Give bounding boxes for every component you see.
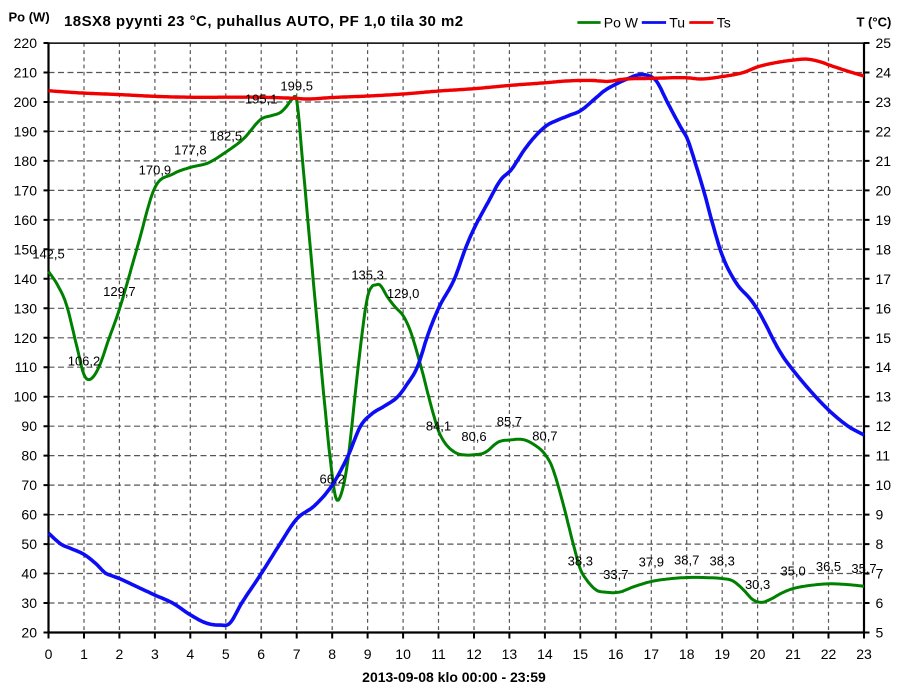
svg-text:38,3: 38,3 xyxy=(568,554,593,569)
svg-text:19: 19 xyxy=(714,646,730,662)
svg-text:135,3: 135,3 xyxy=(351,268,384,283)
svg-text:6: 6 xyxy=(876,595,884,611)
svg-text:100: 100 xyxy=(14,389,38,405)
svg-text:40: 40 xyxy=(21,566,37,582)
svg-text:60: 60 xyxy=(21,507,37,523)
svg-text:17: 17 xyxy=(876,271,892,287)
svg-text:170: 170 xyxy=(14,182,38,198)
svg-text:10: 10 xyxy=(876,477,892,493)
svg-text:30: 30 xyxy=(21,595,37,611)
svg-text:180: 180 xyxy=(14,153,38,169)
svg-text:129,0: 129,0 xyxy=(387,286,420,301)
svg-text:8: 8 xyxy=(876,536,884,552)
svg-text:13: 13 xyxy=(502,646,518,662)
svg-text:12: 12 xyxy=(466,646,482,662)
svg-text:7: 7 xyxy=(293,646,301,662)
svg-text:182,5: 182,5 xyxy=(210,129,243,144)
svg-text:10: 10 xyxy=(395,646,411,662)
svg-text:200: 200 xyxy=(14,94,38,110)
svg-text:Ts: Ts xyxy=(717,15,731,31)
svg-text:33,7: 33,7 xyxy=(603,567,628,582)
svg-text:220: 220 xyxy=(14,35,38,51)
svg-text:11: 11 xyxy=(876,448,891,464)
svg-text:120: 120 xyxy=(14,330,38,346)
svg-text:5: 5 xyxy=(876,625,884,641)
svg-text:50: 50 xyxy=(21,536,37,552)
svg-text:199,5: 199,5 xyxy=(280,78,313,93)
svg-text:11: 11 xyxy=(431,646,446,662)
svg-text:Po W: Po W xyxy=(604,15,639,31)
svg-text:38,3: 38,3 xyxy=(710,554,735,569)
svg-text:8: 8 xyxy=(328,646,336,662)
svg-text:18SX8 pyynti 23 °C, puhallus A: 18SX8 pyynti 23 °C, puhallus AUTO, PF 1,… xyxy=(64,13,464,30)
svg-text:15: 15 xyxy=(876,330,892,346)
svg-text:24: 24 xyxy=(876,65,892,81)
svg-text:21: 21 xyxy=(876,153,892,169)
svg-text:Po (W): Po (W) xyxy=(9,10,50,25)
svg-text:80,6: 80,6 xyxy=(461,429,486,444)
svg-text:4: 4 xyxy=(186,646,194,662)
svg-text:6: 6 xyxy=(257,646,265,662)
svg-text:110: 110 xyxy=(15,359,38,375)
svg-text:25: 25 xyxy=(876,35,892,51)
svg-text:5: 5 xyxy=(222,646,230,662)
svg-text:30,3: 30,3 xyxy=(745,577,770,592)
svg-text:T (°C): T (°C) xyxy=(857,15,892,30)
svg-text:16: 16 xyxy=(608,646,624,662)
svg-text:85,7: 85,7 xyxy=(497,414,522,429)
svg-text:142,5: 142,5 xyxy=(32,246,65,261)
svg-text:130: 130 xyxy=(14,300,38,316)
svg-text:13: 13 xyxy=(876,389,892,405)
svg-text:36,5: 36,5 xyxy=(816,559,841,574)
svg-text:14: 14 xyxy=(876,359,892,375)
svg-text:210: 210 xyxy=(14,65,38,81)
svg-text:20: 20 xyxy=(750,646,766,662)
svg-text:35,0: 35,0 xyxy=(780,563,805,578)
svg-text:12: 12 xyxy=(876,418,892,434)
svg-text:14: 14 xyxy=(537,646,553,662)
svg-text:0: 0 xyxy=(45,646,53,662)
svg-text:35,7: 35,7 xyxy=(851,561,876,576)
svg-text:3: 3 xyxy=(151,646,159,662)
svg-text:70: 70 xyxy=(21,477,37,493)
svg-text:80: 80 xyxy=(21,448,37,464)
svg-text:23: 23 xyxy=(856,646,872,662)
svg-text:170,9: 170,9 xyxy=(139,163,172,178)
svg-text:19: 19 xyxy=(876,212,892,228)
svg-text:9: 9 xyxy=(364,646,372,662)
svg-text:106,2: 106,2 xyxy=(68,353,101,368)
svg-text:18: 18 xyxy=(876,241,892,257)
svg-text:21: 21 xyxy=(785,646,801,662)
svg-text:160: 160 xyxy=(14,212,38,228)
svg-text:2: 2 xyxy=(116,646,124,662)
svg-text:20: 20 xyxy=(876,182,892,198)
svg-text:37,9: 37,9 xyxy=(639,555,664,570)
svg-text:195,1: 195,1 xyxy=(245,91,278,106)
svg-text:9: 9 xyxy=(876,507,884,523)
svg-text:66,2: 66,2 xyxy=(320,471,345,486)
svg-text:150: 150 xyxy=(14,241,38,257)
svg-text:Tu: Tu xyxy=(669,15,685,31)
svg-text:22: 22 xyxy=(876,123,892,139)
svg-text:23: 23 xyxy=(876,94,892,110)
svg-text:177,8: 177,8 xyxy=(174,142,207,157)
svg-text:80,7: 80,7 xyxy=(532,429,557,444)
svg-text:140: 140 xyxy=(14,271,38,287)
svg-text:90: 90 xyxy=(21,418,37,434)
svg-text:129,7: 129,7 xyxy=(103,284,136,299)
svg-text:18: 18 xyxy=(679,646,695,662)
svg-text:84,1: 84,1 xyxy=(426,419,451,434)
svg-text:1: 1 xyxy=(80,646,88,662)
svg-text:20: 20 xyxy=(21,625,37,641)
svg-text:17: 17 xyxy=(644,646,660,662)
svg-text:22: 22 xyxy=(821,646,837,662)
svg-text:38,7: 38,7 xyxy=(674,552,699,567)
svg-text:15: 15 xyxy=(573,646,589,662)
svg-text:16: 16 xyxy=(876,300,892,316)
svg-text:2013-09-08 klo 00:00 - 23:59: 2013-09-08 klo 00:00 - 23:59 xyxy=(362,669,546,685)
svg-text:190: 190 xyxy=(14,123,38,139)
svg-text:7: 7 xyxy=(876,566,884,582)
